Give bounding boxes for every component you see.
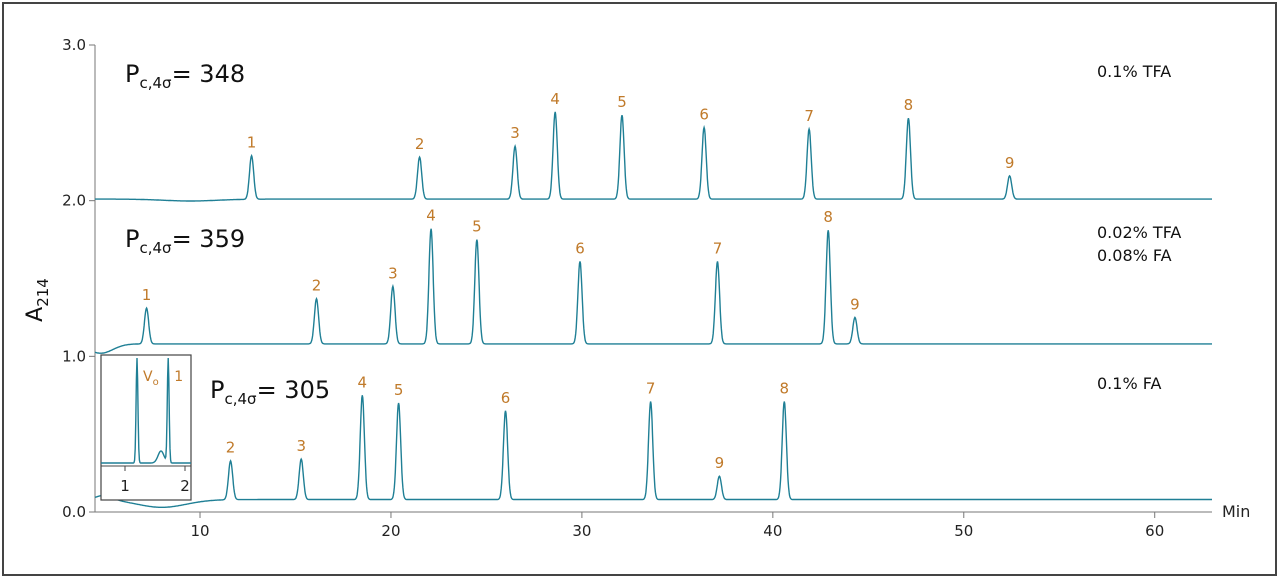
peak-label: 2 bbox=[415, 135, 425, 153]
inset-peak-label-sub: o bbox=[153, 377, 159, 388]
peak-label: 9 bbox=[850, 295, 860, 313]
pc-symbol: P bbox=[210, 376, 224, 404]
inset-content: 1 2 Vo 1 bbox=[101, 357, 191, 495]
inset-peak-label-main: V bbox=[143, 369, 153, 385]
inset-peak-label: Vo bbox=[143, 369, 159, 388]
pc-subscript: c,4σ bbox=[139, 239, 172, 257]
trace-line-2 bbox=[94, 228, 1212, 354]
trace-line-1 bbox=[95, 111, 1212, 202]
pc-value: = 305 bbox=[257, 376, 331, 404]
peak-label: 8 bbox=[904, 96, 914, 114]
peak-label: 6 bbox=[699, 106, 709, 124]
peak-capacity-label: Pc,4σ= 359 bbox=[125, 225, 245, 257]
inset-void-volume: 1 2 Vo 1 bbox=[100, 354, 192, 501]
inset-frame bbox=[100, 354, 192, 501]
peak-label: 8 bbox=[823, 208, 833, 226]
peak-label: 7 bbox=[646, 379, 656, 397]
trace-line-3 bbox=[94, 395, 1212, 508]
x-tick-label: 30 bbox=[572, 522, 591, 540]
inset-trace-line bbox=[101, 357, 191, 464]
peak-label: 2 bbox=[312, 277, 322, 295]
x-tick-label: 20 bbox=[381, 522, 400, 540]
peak-label: 1 bbox=[142, 286, 152, 304]
traces bbox=[94, 111, 1212, 508]
peak-label: 5 bbox=[472, 218, 482, 236]
pc-subscript: c,4σ bbox=[139, 74, 172, 92]
peak-label: 2 bbox=[226, 439, 236, 457]
condition-label: 0.1% FA bbox=[1097, 374, 1161, 393]
peak-label: 4 bbox=[358, 373, 368, 391]
peak-label: 3 bbox=[510, 124, 520, 142]
condition-labels: 0.1% TFA 0.02% TFA 0.08% FA 0.1% FA bbox=[1097, 62, 1181, 393]
peak-label: 3 bbox=[388, 264, 398, 282]
peak-label: 4 bbox=[426, 207, 436, 225]
pc-value: = 348 bbox=[172, 60, 246, 88]
peak-labels: 1 2 3 4 5 6 7 8 9 1 2 3 4 5 6 7 8 9 2 3 4 5 6 7 8 9 bbox=[142, 90, 1015, 472]
y-axis-title: A214 bbox=[23, 278, 52, 322]
condition-label: 0.02% TFA bbox=[1097, 223, 1181, 242]
inset-x-tick-label: 2 bbox=[180, 477, 190, 495]
peak-label: 6 bbox=[501, 389, 511, 407]
peak-label: 1 bbox=[247, 134, 257, 152]
inset-x-tick-label: 1 bbox=[120, 477, 130, 495]
axes bbox=[94, 45, 1212, 513]
peak-label: 9 bbox=[715, 454, 725, 472]
peak-label: 6 bbox=[575, 239, 585, 257]
peak-label: 7 bbox=[713, 239, 723, 257]
x-ticks: 10 20 30 40 50 60 bbox=[190, 512, 1164, 540]
y-ticks: 0.0 1.0 2.0 3.0 bbox=[62, 36, 95, 521]
inset-peak-label-main: 1 bbox=[174, 369, 183, 385]
pc-symbol: P bbox=[125, 225, 139, 253]
pc-value: = 359 bbox=[172, 225, 246, 253]
pc-symbol: P bbox=[125, 60, 139, 88]
inset-peak-label: 1 bbox=[174, 369, 183, 385]
x-axis-unit: Min bbox=[1222, 502, 1250, 521]
peak-label: 5 bbox=[394, 381, 404, 399]
y-tick-label: 3.0 bbox=[62, 36, 86, 54]
condition-label: 0.08% FA bbox=[1097, 246, 1172, 265]
y-tick-label: 2.0 bbox=[62, 192, 86, 210]
peak-label: 5 bbox=[617, 93, 627, 111]
y-axis-title-sub: 214 bbox=[34, 278, 52, 307]
y-tick-label: 0.0 bbox=[62, 503, 86, 521]
y-tick-label: 1.0 bbox=[62, 347, 86, 365]
peak-capacity-label: Pc,4σ= 305 bbox=[210, 376, 330, 408]
pc-subscript: c,4σ bbox=[224, 390, 257, 408]
peak-label: 9 bbox=[1005, 154, 1015, 172]
peak-label: 8 bbox=[780, 379, 790, 397]
peak-label: 3 bbox=[296, 437, 306, 455]
peak-label: 4 bbox=[550, 90, 560, 108]
condition-label: 0.1% TFA bbox=[1097, 62, 1171, 81]
x-tick-label: 10 bbox=[190, 522, 209, 540]
peak-label: 7 bbox=[804, 107, 814, 125]
y-axis-title-main: A bbox=[23, 307, 48, 322]
x-tick-label: 40 bbox=[763, 522, 782, 540]
x-tick-label: 60 bbox=[1145, 522, 1164, 540]
peak-capacity-label: Pc,4σ= 348 bbox=[125, 60, 245, 92]
x-tick-label: 50 bbox=[954, 522, 973, 540]
